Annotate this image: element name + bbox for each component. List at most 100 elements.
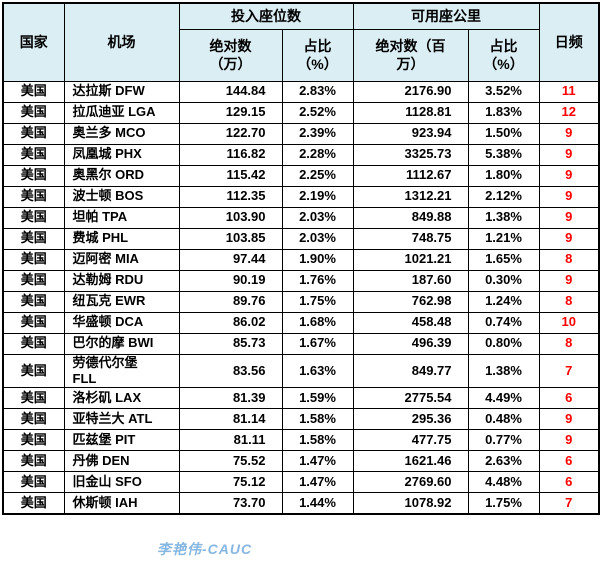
country-cell: 美国 xyxy=(2,387,65,409)
header-seats-share: 占比 （%） xyxy=(281,28,354,82)
seats-absolute-cell: 73.70 xyxy=(178,492,283,514)
header-seats-group: 投入座位数 xyxy=(178,2,354,30)
header-country: 国家 xyxy=(2,2,65,82)
daily-frequency-cell: 9 xyxy=(538,227,600,250)
seats-absolute-cell: 86.02 xyxy=(178,311,283,334)
ask-share-cell: 0.80% xyxy=(467,332,540,355)
airport-cell: 坦帕 TPA xyxy=(63,206,180,229)
seats-share-cell: 1.58% xyxy=(281,429,354,451)
ask-share-cell: 0.74% xyxy=(467,311,540,334)
ask-share-cell: 5.38% xyxy=(467,143,540,166)
airport-cell: 旧金山 SFO xyxy=(63,471,180,493)
table-row: 美国 费城 PHL 103.85 2.03% 748.75 1.21% 9 xyxy=(2,227,600,250)
airport-cell: 巴尔的摩 BWI xyxy=(63,332,180,355)
seats-share-cell: 2.19% xyxy=(281,185,354,208)
table-row: 美国 达拉斯 DFW 144.84 2.83% 2176.90 3.52% 11 xyxy=(2,80,600,103)
seats-share-cell: 1.90% xyxy=(281,248,354,271)
header-ask-share: 占比 （%） xyxy=(467,28,540,82)
daily-frequency-cell: 10 xyxy=(538,311,600,334)
seats-share-cell: 1.67% xyxy=(281,332,354,355)
seats-absolute-cell: 116.82 xyxy=(178,143,283,166)
daily-frequency-cell: 9 xyxy=(538,429,600,451)
airport-cell: 休斯顿 IAH xyxy=(63,492,180,514)
daily-frequency-cell: 11 xyxy=(538,80,600,103)
ask-absolute-cell: 477.75 xyxy=(352,429,469,451)
watermark: 李艳伟-CAUC xyxy=(157,541,253,557)
seats-absolute-cell: 81.14 xyxy=(178,408,283,430)
seats-share-cell: 2.25% xyxy=(281,164,354,187)
ask-share-cell: 1.80% xyxy=(467,164,540,187)
seats-share-cell: 2.03% xyxy=(281,206,354,229)
ask-share-cell: 0.48% xyxy=(467,408,540,430)
country-cell: 美国 xyxy=(2,353,65,388)
seats-share-cell: 1.75% xyxy=(281,290,354,313)
ask-share-cell: 0.30% xyxy=(467,269,540,292)
airport-cell: 拉瓜迪亚 LGA xyxy=(63,101,180,124)
country-cell: 美国 xyxy=(2,332,65,355)
daily-frequency-cell: 9 xyxy=(538,408,600,430)
airport-cell: 亚特兰大 ATL xyxy=(63,408,180,430)
seats-share-cell: 2.39% xyxy=(281,122,354,145)
seats-absolute-cell: 81.39 xyxy=(178,387,283,409)
ask-share-cell: 3.52% xyxy=(467,80,540,103)
seats-share-cell: 1.47% xyxy=(281,471,354,493)
daily-frequency-cell: 7 xyxy=(538,492,600,514)
country-cell: 美国 xyxy=(2,101,65,124)
country-cell: 美国 xyxy=(2,143,65,166)
table-row: 美国 纽瓦克 EWR 89.76 1.75% 762.98 1.24% 8 xyxy=(2,290,600,313)
daily-frequency-cell: 9 xyxy=(538,206,600,229)
ask-absolute-cell: 458.48 xyxy=(352,311,469,334)
table-row: 美国 波士顿 BOS 112.35 2.19% 1312.21 2.12% 9 xyxy=(2,185,600,208)
table-row: 美国 旧金山 SFO 75.12 1.47% 2769.60 4.48% 6 xyxy=(2,471,600,493)
airport-cell: 凤凰城 PHX xyxy=(63,143,180,166)
table-row: 美国 亚特兰大 ATL 81.14 1.58% 295.36 0.48% 9 xyxy=(2,408,600,430)
country-cell: 美国 xyxy=(2,450,65,472)
seats-absolute-cell: 103.85 xyxy=(178,227,283,250)
table-row: 美国 奥兰多 MCO 122.70 2.39% 923.94 1.50% 9 xyxy=(2,122,600,145)
daily-frequency-cell: 9 xyxy=(538,143,600,166)
ask-absolute-cell: 1621.46 xyxy=(352,450,469,472)
airport-cell: 洛杉矶 LAX xyxy=(63,387,180,409)
ask-absolute-cell: 1021.21 xyxy=(352,248,469,271)
country-cell: 美国 xyxy=(2,122,65,145)
ask-share-cell: 1.24% xyxy=(467,290,540,313)
country-cell: 美国 xyxy=(2,408,65,430)
airport-cell: 达勒姆 RDU xyxy=(63,269,180,292)
airport-table-body: 美国 达拉斯 DFW 144.84 2.83% 2176.90 3.52% 11 美国 拉瓜迪亚… xyxy=(2,80,600,514)
seats-share-cell: 2.83% xyxy=(281,80,354,103)
airport-cell: 丹佛 DEN xyxy=(63,450,180,472)
seats-absolute-cell: 129.15 xyxy=(178,101,283,124)
seats-share-cell: 1.63% xyxy=(281,353,354,388)
table-row: 美国 迈阿密 MIA 97.44 1.90% 1021.21 1.65% 8 xyxy=(2,248,600,271)
ask-absolute-cell: 2176.90 xyxy=(352,80,469,103)
airport-cell: 华盛顿 DCA xyxy=(63,311,180,334)
seats-share-cell: 2.52% xyxy=(281,101,354,124)
airport-cell: 波士顿 BOS xyxy=(63,185,180,208)
airport-cell: 匹兹堡 PIT xyxy=(63,429,180,451)
ask-absolute-cell: 748.75 xyxy=(352,227,469,250)
ask-absolute-cell: 295.36 xyxy=(352,408,469,430)
daily-frequency-cell: 9 xyxy=(538,164,600,187)
header-daily-frequency: 日频 xyxy=(538,2,600,82)
ask-share-cell: 1.21% xyxy=(467,227,540,250)
seats-share-cell: 2.28% xyxy=(281,143,354,166)
table-row: 美国 丹佛 DEN 75.52 1.47% 1621.46 2.63% 6 xyxy=(2,450,600,472)
ask-share-cell: 0.77% xyxy=(467,429,540,451)
table-row: 美国 凤凰城 PHX 116.82 2.28% 3325.73 5.38% 9 xyxy=(2,143,600,166)
seats-share-cell: 1.58% xyxy=(281,408,354,430)
daily-frequency-cell: 9 xyxy=(538,122,600,145)
table-header: 国家 机场 投入座位数 可用座公里 日频 绝对数 （万） 占比 （%） 绝对数（… xyxy=(2,2,600,82)
seats-absolute-cell: 83.56 xyxy=(178,353,283,388)
seats-absolute-cell: 97.44 xyxy=(178,248,283,271)
table-row: 美国 巴尔的摩 BWI 85.73 1.67% 496.39 0.80% 8 xyxy=(2,332,600,355)
airport-cell: 劳德代尔堡 FLL xyxy=(63,353,180,388)
daily-frequency-cell: 8 xyxy=(538,332,600,355)
country-cell: 美国 xyxy=(2,206,65,229)
daily-frequency-cell: 6 xyxy=(538,471,600,493)
seats-absolute-cell: 90.19 xyxy=(178,269,283,292)
ask-absolute-cell: 1128.81 xyxy=(352,101,469,124)
ask-absolute-cell: 849.77 xyxy=(352,353,469,388)
ask-absolute-cell: 3325.73 xyxy=(352,143,469,166)
country-cell: 美国 xyxy=(2,311,65,334)
